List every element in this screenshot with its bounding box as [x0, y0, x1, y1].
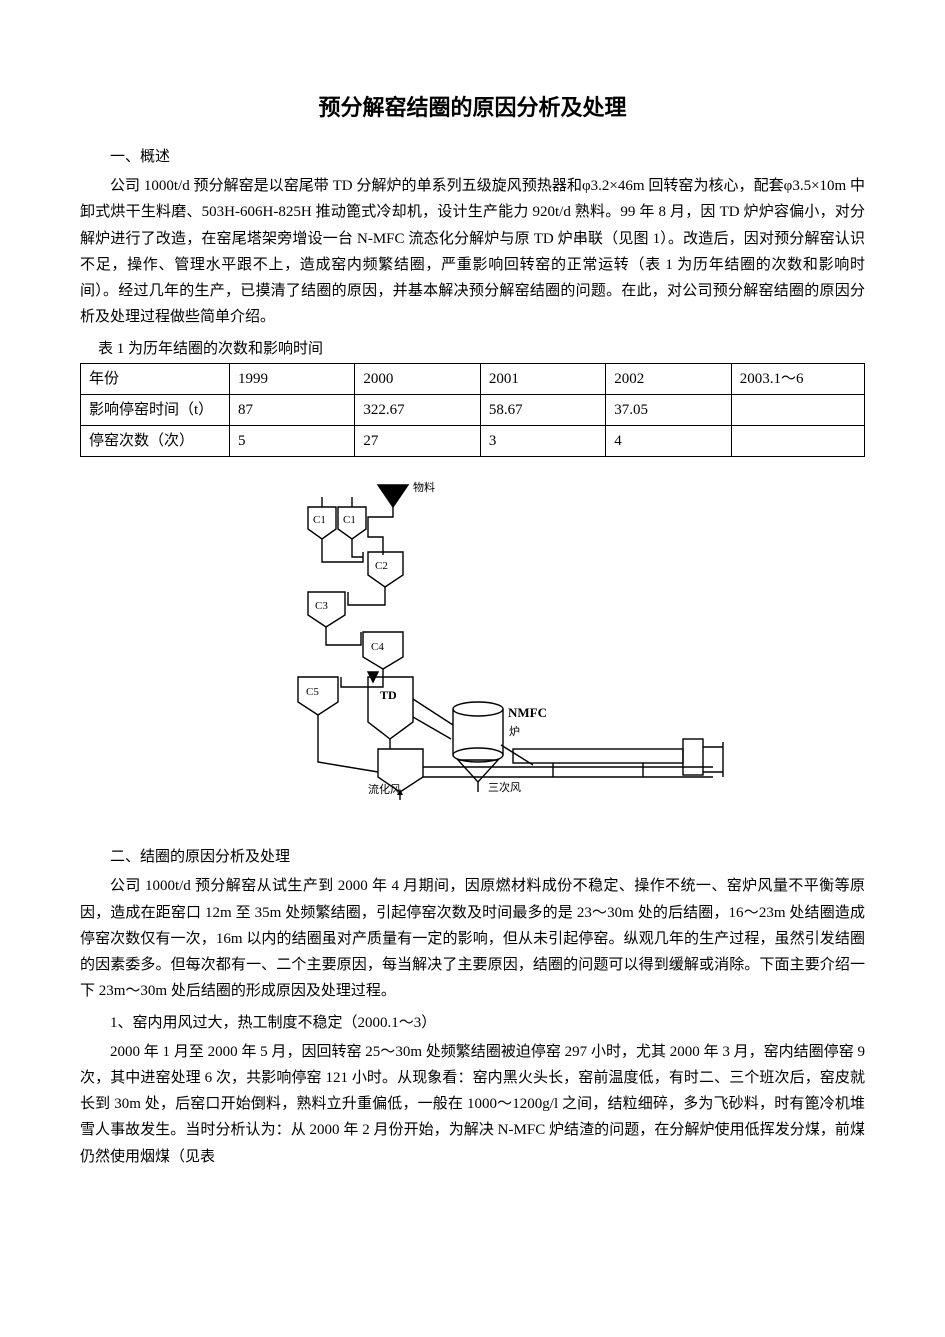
label-c2: C2 — [375, 560, 388, 572]
table-cell: 1999 — [229, 363, 354, 394]
table-cell: 2003.1～6 — [731, 363, 864, 394]
label-material: 物料 — [413, 480, 435, 494]
table-cell — [731, 425, 864, 456]
table1-caption: 表 1 为历年结圈的次数和影响时间 — [80, 337, 865, 361]
section2-sub1-heading: 1、窑内用风过大，热工制度不稳定（2000.1～3） — [80, 1011, 865, 1035]
label-c1a: C1 — [313, 514, 326, 526]
table-cell: 影响停窑时间（t） — [81, 394, 230, 425]
table-cell — [731, 394, 864, 425]
label-fluidize-air: 流化风 — [368, 782, 401, 796]
table-cell: 年份 — [81, 363, 230, 394]
section1-para1: 公司 1000t/d 预分解窑是以窑尾带 TD 分解炉的单系列五级旋风预热器和φ… — [80, 173, 865, 331]
table-cell: 3 — [480, 425, 605, 456]
table-row: 年份 1999 2000 2001 2002 2003.1～6 — [81, 363, 865, 394]
table1: 年份 1999 2000 2001 2002 2003.1～6 影响停窑时间（t… — [80, 363, 865, 457]
table-cell: 2002 — [606, 363, 731, 394]
section2-para1: 公司 1000t/d 预分解窑从试生产到 2000 年 4 月期间，因原燃材料成… — [80, 873, 865, 1004]
table-cell: 4 — [606, 425, 731, 456]
label-c3: C3 — [315, 600, 328, 612]
table-cell: 27 — [355, 425, 480, 456]
diagram-container: 物料 C1 C1 C2 — [80, 477, 865, 816]
table-row: 影响停窑时间（t） 87 322.67 58.67 37.05 — [81, 394, 865, 425]
table-cell: 87 — [229, 394, 354, 425]
process-diagram: 物料 C1 C1 C2 — [213, 477, 733, 816]
section2-para2: 2000 年 1 月至 2000 年 5 月，因回转窑 25～30m 处频繁结圈… — [80, 1039, 865, 1170]
label-c4: C4 — [371, 641, 384, 653]
table-cell: 停窑次数（次） — [81, 425, 230, 456]
section1-heading: 一、概述 — [80, 145, 865, 169]
label-c1b: C1 — [343, 514, 356, 526]
table-cell: 58.67 — [480, 394, 605, 425]
label-td: TD — [380, 688, 397, 702]
table-cell: 2000 — [355, 363, 480, 394]
label-furnace: 炉 — [509, 725, 520, 738]
table-cell: 322.67 — [355, 394, 480, 425]
section2-heading: 二、结圈的原因分析及处理 — [80, 845, 865, 869]
table-row: 停窑次数（次） 5 27 3 4 — [81, 425, 865, 456]
label-c5: C5 — [306, 686, 319, 698]
table-cell: 5 — [229, 425, 354, 456]
label-nmfc: NMFC — [508, 705, 547, 720]
label-tertiary-air: 三次风 — [488, 780, 521, 794]
page-title: 预分解窑结圈的原因分析及处理 — [80, 90, 865, 125]
table-cell: 37.05 — [606, 394, 731, 425]
table-cell: 2001 — [480, 363, 605, 394]
